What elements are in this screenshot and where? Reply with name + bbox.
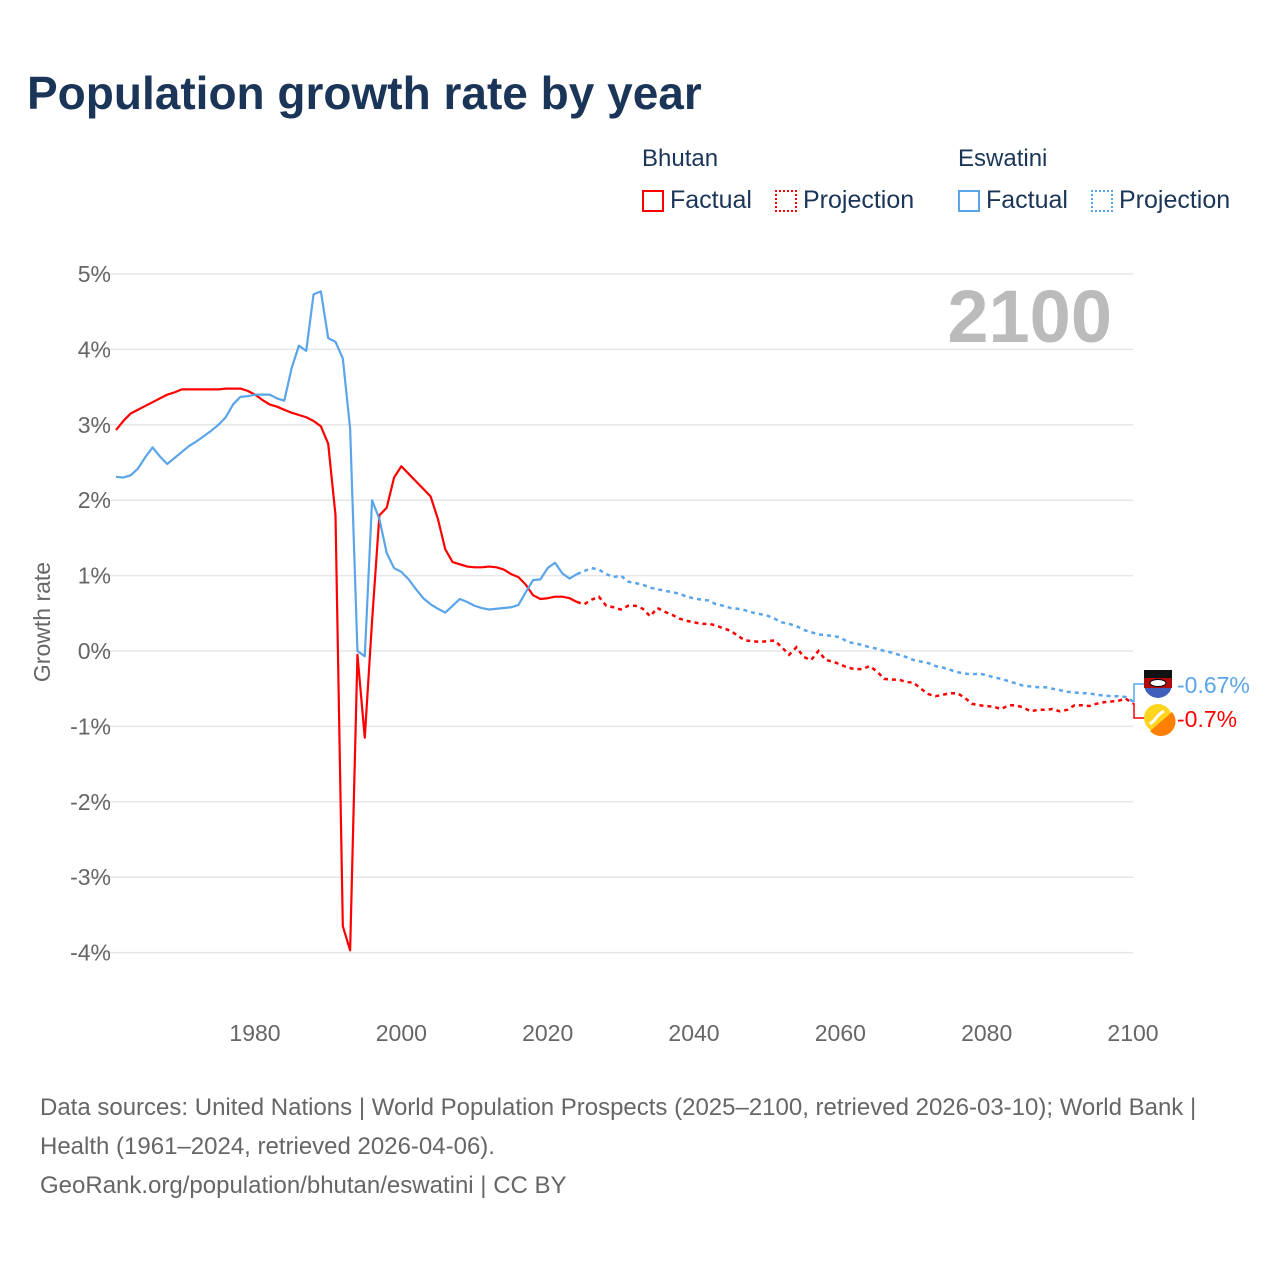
x-tick-label: 2020	[522, 1020, 573, 1046]
legend-label: Projection	[1119, 186, 1231, 214]
legend-bhutan-projection[interactable]: Projection	[775, 186, 914, 215]
legend-group-eswatini: Eswatini	[958, 145, 1048, 172]
legend-swatch-dotted	[775, 189, 797, 212]
x-tick-label: 2100	[1107, 1020, 1158, 1046]
y-tick-label: 5%	[78, 261, 111, 287]
legend-swatch-dotted	[1091, 189, 1113, 212]
flag-shield	[1149, 679, 1167, 687]
x-tick-label: 2060	[815, 1020, 866, 1046]
footer: Data sources: United Nations | World Pop…	[40, 1088, 1240, 1205]
y-tick-label: -3%	[70, 864, 111, 890]
source-link[interactable]: GeoRank.org/population/bhutan/eswatini |…	[40, 1172, 567, 1199]
series-eswatini-factual	[115, 290, 578, 658]
end-connector-bhutan	[1133, 703, 1145, 719]
x-tick-label: 1980	[229, 1020, 280, 1046]
flag-stripe	[1144, 670, 1172, 678]
legend-eswatini-factual[interactable]: Factual	[958, 186, 1068, 215]
line-chart: 5% 4% 3% 2% 1% 0% -1% -2% -3% -4% 1980 2000 2020 2040…	[29, 261, 1250, 1046]
bhutan-flag-icon	[1144, 704, 1176, 737]
chart-title: Population growth rate by year	[27, 67, 702, 119]
flag-half	[1150, 712, 1176, 737]
legend-group-bhutan: Bhutan	[642, 145, 719, 172]
y-tick-label: 2%	[78, 487, 111, 513]
y-tick-label: 1%	[78, 563, 111, 589]
y-tick-label: -2%	[70, 789, 111, 815]
end-value-label-bhutan: -0.7%	[1177, 706, 1237, 732]
legend-label: Factual	[986, 186, 1068, 214]
legend-label: Factual	[670, 186, 752, 214]
series-bhutan-factual	[115, 387, 578, 952]
end-connector-eswatini	[1133, 683, 1145, 703]
y-tick-label: 3%	[78, 412, 111, 438]
series-bhutan-projection	[576, 595, 1134, 713]
legend-swatch-solid	[958, 189, 980, 212]
legend-swatch-solid	[642, 189, 664, 212]
legend-label: Projection	[803, 186, 915, 214]
data-sources: Data sources: United Nations | World Pop…	[40, 1094, 1197, 1160]
y-tick-label: -1%	[70, 713, 111, 739]
end-value-label-eswatini: -0.67%	[1177, 672, 1250, 698]
x-tick-label: 2040	[668, 1020, 719, 1046]
x-tick-label: 2080	[961, 1020, 1012, 1046]
flag-dragon	[1149, 709, 1165, 726]
y-tick-label: -4%	[70, 940, 111, 966]
current-year-label: 2100	[947, 275, 1112, 358]
x-tick-label: 2000	[376, 1020, 427, 1046]
y-axis-label: Growth rate	[29, 562, 55, 682]
y-tick-label: 0%	[78, 638, 111, 664]
y-tick-label: 4%	[78, 336, 111, 362]
legend-bhutan-factual[interactable]: Factual	[642, 186, 752, 215]
series-eswatini-projection	[576, 566, 1134, 703]
legend-eswatini-projection[interactable]: Projection	[1091, 186, 1230, 215]
eswatini-flag-icon	[1144, 670, 1172, 698]
